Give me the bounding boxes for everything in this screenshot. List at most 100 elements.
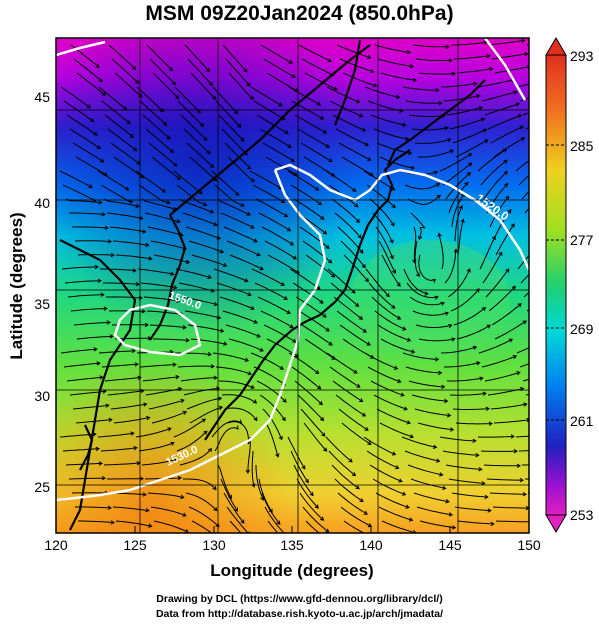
streamline [402,352,439,360]
streamline-arrow [333,86,338,91]
streamline-arrow [479,376,484,381]
streamline-arrow [436,458,441,463]
streamline [447,268,471,298]
streamline-arrow [511,285,516,290]
streamline-arrow [515,102,521,107]
streamline [189,156,218,182]
streamline-arrow [110,520,115,525]
colorbar-label: 277 [570,232,594,248]
streamline [61,266,98,270]
streamline [139,364,176,368]
contour-1530 [56,169,327,502]
streamline-arrow [173,457,179,463]
streamline-arrow [417,235,423,241]
streamline-arrow [330,273,336,278]
streamline [259,394,286,421]
streamline [440,346,477,354]
streamline [491,53,528,60]
streamline-arrow [352,187,357,192]
streamline [418,72,456,75]
streamline-arrow [560,39,563,43]
streamline [251,450,255,487]
streamline [378,506,413,521]
streamline [291,366,321,390]
streamline [63,362,100,368]
streamline [340,240,366,268]
streamline-arrow [458,205,463,210]
streamline-arrow [314,186,320,191]
streamline-arrow [391,204,396,209]
streamline [486,183,509,214]
streamline [223,226,258,243]
streamline [216,282,251,296]
streamline [517,254,529,270]
streamline [341,422,372,445]
streamline [336,44,371,59]
streamline [449,392,486,396]
streamline [253,366,286,386]
streamline-arrow [207,274,212,280]
streamline-arrow [292,255,298,260]
streamline [520,273,529,284]
credit-data: Data from http://database.rish.kyoto-u.a… [155,608,444,620]
streamline-arrow [132,268,137,273]
streamline [298,310,330,332]
streamline [113,417,150,424]
streamline [108,44,136,70]
streamline [417,149,454,158]
streamline-arrow [359,398,364,402]
streamline-arrow [235,191,240,196]
streamline [260,44,293,64]
streamline [190,338,227,345]
streamline [301,324,333,346]
streamline-arrow [103,306,108,311]
streamline [223,492,245,524]
streamline-arrow [202,202,208,207]
streamline-arrow [490,521,495,527]
streamline-arrow [321,432,326,437]
streamline-arrow [290,157,295,162]
x-tick-marks [55,526,530,533]
streamline-arrow [213,301,219,307]
streamline [329,366,361,388]
streamline-arrow [107,239,112,244]
streamline [375,226,394,259]
streamline-arrow [256,333,261,338]
streamline [72,404,109,410]
colorbar-label: 253 [570,507,594,523]
streamline [402,86,439,91]
streamline [147,226,184,236]
streamline [97,170,129,191]
streamline-arrow [356,383,361,388]
streamline [305,520,320,533]
streamline [300,408,326,437]
streamline [304,72,338,91]
streamline-arrow [519,125,524,130]
streamline-arrow [466,171,472,177]
streamline-arrow [130,431,135,436]
streamline-arrow [415,272,420,277]
streamline [73,58,103,82]
streamline-arrow [361,412,367,417]
streamline [456,324,491,340]
streamline [487,114,522,130]
streamline [415,324,452,328]
streamline-arrow [449,427,455,432]
streamline-arrow [489,66,494,72]
streamline-arrow [185,337,190,343]
streamline [135,170,166,193]
streamline-arrow [538,241,541,244]
coast-asia [59,239,137,531]
streamline [452,129,487,144]
streamline-arrow [166,135,171,140]
streamline-arrow [402,326,407,331]
streamline-arrow [361,264,366,269]
streamline [403,268,428,295]
streamline [518,450,529,452]
streamline [289,268,321,290]
streamline [173,170,203,195]
streamline [175,268,212,279]
streamline-arrow [512,355,518,360]
streamline-arrow [132,65,137,70]
streamline [485,268,510,298]
